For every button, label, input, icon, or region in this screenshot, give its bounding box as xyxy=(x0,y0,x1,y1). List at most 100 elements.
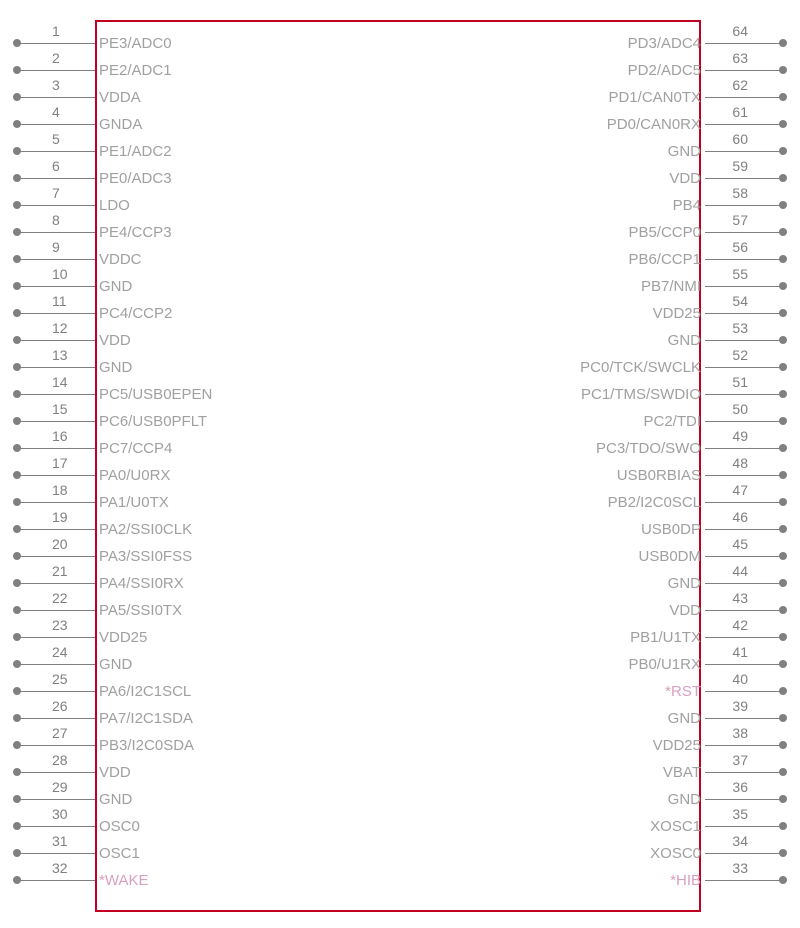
pin-60: 60GND xyxy=(664,138,783,165)
pin-label: PC4/CCP2 xyxy=(95,305,176,322)
pin-lead: 46 xyxy=(705,529,783,530)
pin-lead: 5 xyxy=(17,151,95,152)
pin-terminal xyxy=(779,66,787,74)
pin-number: 33 xyxy=(732,860,748,876)
pin-number: 61 xyxy=(732,104,748,120)
pin-label: PA1/U0TX xyxy=(95,494,173,511)
pin-21: 21PA4/SSI0RX xyxy=(17,570,188,597)
pin-number: 17 xyxy=(52,455,68,471)
pin-label: VDDC xyxy=(95,251,146,268)
pin-number: 14 xyxy=(52,374,68,390)
pin-35: 35XOSC1 xyxy=(646,813,783,840)
pin-label: PE1/ADC2 xyxy=(95,143,176,160)
pin-terminal xyxy=(13,498,21,506)
pin-lead: 59 xyxy=(705,178,783,179)
pin-terminal xyxy=(13,444,21,452)
pin-label: LDO xyxy=(95,197,134,214)
pin-26: 26PA7/I2C1SDA xyxy=(17,705,197,732)
pin-number: 44 xyxy=(732,563,748,579)
pin-64: 64PD3/ADC4 xyxy=(624,30,783,57)
pin-terminal xyxy=(779,201,787,209)
pin-number: 23 xyxy=(52,617,68,633)
pin-number: 9 xyxy=(52,239,60,255)
pin-terminal xyxy=(779,579,787,587)
pin-number: 13 xyxy=(52,347,68,363)
pin-terminal xyxy=(779,363,787,371)
pin-terminal xyxy=(13,471,21,479)
pin-terminal xyxy=(13,228,21,236)
pin-lead: 43 xyxy=(705,610,783,611)
pin-number: 38 xyxy=(732,725,748,741)
pin-lead: 37 xyxy=(705,772,783,773)
pin-terminal xyxy=(13,660,21,668)
pin-lead: 26 xyxy=(17,718,95,719)
pin-4: 4GNDA xyxy=(17,111,146,138)
pin-5: 5PE1/ADC2 xyxy=(17,138,176,165)
pin-terminal xyxy=(779,255,787,263)
pin-lead: 54 xyxy=(705,313,783,314)
pin-2: 2PE2/ADC1 xyxy=(17,57,176,84)
pin-lead: 2 xyxy=(17,70,95,71)
pin-number: 22 xyxy=(52,590,68,606)
pin-number: 46 xyxy=(732,509,748,525)
pin-number: 15 xyxy=(52,401,68,417)
pin-lead: 42 xyxy=(705,637,783,638)
pin-terminal xyxy=(779,795,787,803)
pin-number: 24 xyxy=(52,644,68,660)
pin-label: PC2/TDI xyxy=(639,413,705,430)
pin-terminal xyxy=(13,201,21,209)
chip-body xyxy=(95,20,701,912)
pin-terminal xyxy=(779,768,787,776)
pin-number: 21 xyxy=(52,563,68,579)
pin-number: 63 xyxy=(732,50,748,66)
pin-57: 57PB5/CCP0 xyxy=(624,219,783,246)
pin-lead: 13 xyxy=(17,367,95,368)
pin-number: 28 xyxy=(52,752,68,768)
pin-label: GND xyxy=(95,278,136,295)
pin-number: 52 xyxy=(732,347,748,363)
pin-terminal xyxy=(779,876,787,884)
pin-lead: 27 xyxy=(17,745,95,746)
pin-number: 6 xyxy=(52,158,60,174)
pin-28: 28VDD xyxy=(17,759,135,786)
pin-27: 27PB3/I2C0SDA xyxy=(17,732,198,759)
pin-lead: 32 xyxy=(17,880,95,881)
pin-label: PC3/TDO/SWO xyxy=(592,440,705,457)
pin-31: 31OSC1 xyxy=(17,840,144,867)
pin-25: 25PA6/I2C1SCL xyxy=(17,678,195,705)
pin-29: 29GND xyxy=(17,786,136,813)
pin-label: PB1/U1TX xyxy=(626,629,705,646)
pin-10: 10GND xyxy=(17,273,136,300)
pin-terminal xyxy=(13,282,21,290)
pin-19: 19PA2/SSI0CLK xyxy=(17,516,196,543)
pin-32: 32*WAKE xyxy=(17,867,152,894)
pin-47: 47PB2/I2C0SCL xyxy=(604,489,783,516)
pin-number: 62 xyxy=(732,77,748,93)
pin-terminal xyxy=(779,120,787,128)
pin-30: 30OSC0 xyxy=(17,813,144,840)
pin-7: 7LDO xyxy=(17,192,134,219)
pin-label: PE2/ADC1 xyxy=(95,62,176,79)
pin-62: 62PD1/CAN0TX xyxy=(604,84,783,111)
pin-terminal xyxy=(13,255,21,263)
pin-12: 12VDD xyxy=(17,327,135,354)
pin-label: PA2/SSI0CLK xyxy=(95,521,196,538)
pin-label: GND xyxy=(95,359,136,376)
ic-pinout-diagram: 1PE3/ADC02PE2/ADC13VDDA4GNDA5PE1/ADC26PE… xyxy=(0,0,800,928)
pin-terminal xyxy=(13,363,21,371)
pin-label: VDD xyxy=(95,764,135,781)
pin-37: 37VBAT xyxy=(659,759,783,786)
pin-9: 9VDDC xyxy=(17,246,146,273)
pin-label: GND xyxy=(664,791,705,808)
pin-lead: 17 xyxy=(17,475,95,476)
pin-label: PB7/NMI xyxy=(637,278,705,295)
pin-1: 1PE3/ADC0 xyxy=(17,30,176,57)
pin-terminal xyxy=(779,309,787,317)
pin-lead: 52 xyxy=(705,367,783,368)
pin-number: 57 xyxy=(732,212,748,228)
pin-lead: 28 xyxy=(17,772,95,773)
pin-terminal xyxy=(13,714,21,722)
pin-lead: 39 xyxy=(705,718,783,719)
pin-number: 26 xyxy=(52,698,68,714)
pin-55: 55PB7/NMI xyxy=(637,273,783,300)
